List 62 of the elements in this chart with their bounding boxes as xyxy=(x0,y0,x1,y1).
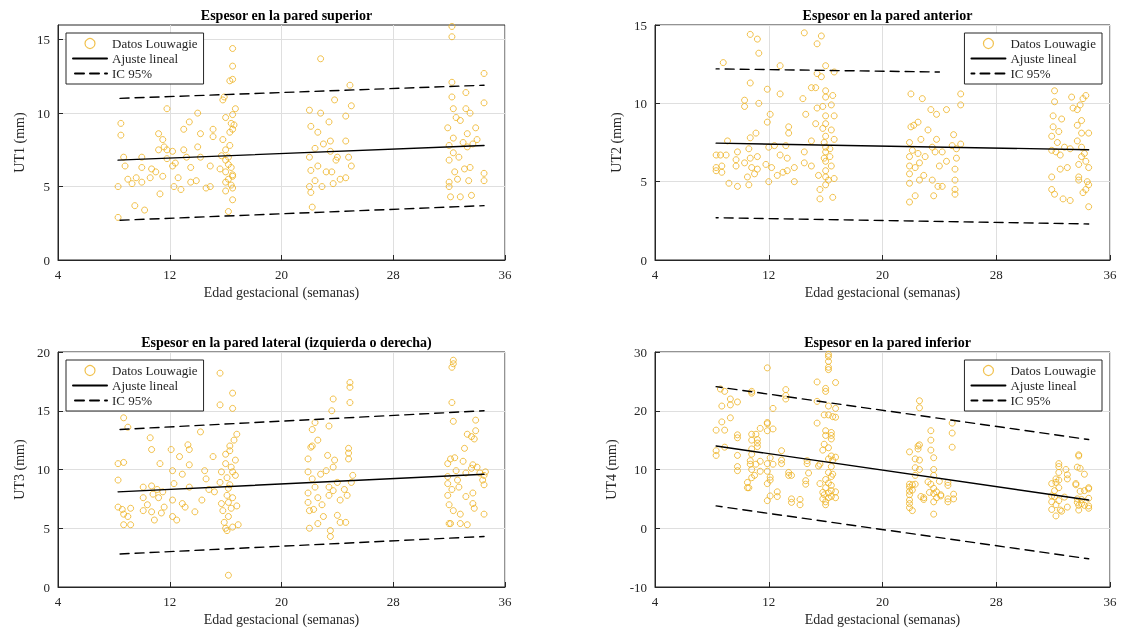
legend-label: Ajuste lineal xyxy=(112,51,179,66)
legend-label: IC 95% xyxy=(1010,66,1051,81)
x-tick-label: 20 xyxy=(876,594,889,609)
x-tick-label: 36 xyxy=(498,267,512,282)
y-tick-label: 15 xyxy=(37,403,50,419)
x-tick-label: 4 xyxy=(54,267,62,282)
x-tick-label: 12 xyxy=(163,267,177,282)
x-axis-title: Edad gestacional (semanas) xyxy=(804,612,961,629)
chart-title: Espesor en la pared anterior xyxy=(802,7,973,23)
x-tick-label: 28 xyxy=(989,594,1003,609)
y-tick-label: 15 xyxy=(634,17,647,33)
legend-label: Datos Louwagie xyxy=(1010,363,1097,378)
x-tick-label: 4 xyxy=(54,594,62,609)
chart-title: Espesor en la pared lateral (izquierda o derecha) xyxy=(141,334,433,351)
legend-label: Datos Louwagie xyxy=(112,36,198,51)
y-tick-label: 10 xyxy=(634,462,647,477)
y-tick-label: 0 xyxy=(640,520,647,536)
y-tick-label: 0 xyxy=(640,252,647,268)
y-tick-label: 5 xyxy=(43,179,50,195)
y-tick-label: 10 xyxy=(37,105,50,121)
x-axis-title: Edad gestacional (semanas) xyxy=(804,285,961,302)
x-tick-label: 20 xyxy=(275,267,288,282)
legend-label: IC 95% xyxy=(112,393,153,408)
x-axis-title: Edad gestacional (semanas) xyxy=(203,612,360,629)
y-tick-label: 5 xyxy=(640,174,647,190)
x-tick-label: 12 xyxy=(762,594,776,609)
y-tick-label: 20 xyxy=(37,344,50,360)
y-tick-label: 10 xyxy=(37,462,50,477)
legend-label: IC 95% xyxy=(112,66,153,81)
x-tick-label: 12 xyxy=(163,594,177,609)
y-axis-title: UT4 (mm) xyxy=(604,439,621,500)
y-tick-label: 30 xyxy=(634,344,647,360)
y-tick-label: 0 xyxy=(43,252,50,268)
x-tick-label: 20 xyxy=(876,267,889,282)
legend-label: Datos Louwagie xyxy=(112,363,198,378)
legend-label: Ajuste lineal xyxy=(112,378,179,393)
x-tick-label: 36 xyxy=(498,594,512,609)
y-axis-title: UT3 (mm) xyxy=(11,439,28,500)
legend-label: IC 95% xyxy=(1010,393,1051,408)
x-tick-label: 28 xyxy=(386,594,400,609)
y-tick-label: 5 xyxy=(43,520,50,536)
x-tick-label: 36 xyxy=(1103,267,1117,282)
y-tick-label: -10 xyxy=(629,579,647,595)
x-axis-title: Edad gestacional (semanas) xyxy=(203,285,360,302)
x-tick-label: 28 xyxy=(989,267,1003,282)
legend-label: Datos Louwagie xyxy=(1010,36,1097,51)
x-tick-label: 28 xyxy=(386,267,400,282)
x-tick-label: 36 xyxy=(1103,594,1117,609)
legend-label: Ajuste lineal xyxy=(1010,378,1077,393)
y-tick-label: 20 xyxy=(634,403,647,419)
y-axis-title: UT2 (mm) xyxy=(608,112,625,173)
y-tick-label: 0 xyxy=(43,579,50,595)
x-tick-label: 4 xyxy=(651,594,659,609)
legend-label: Ajuste lineal xyxy=(1010,51,1077,66)
x-tick-label: 20 xyxy=(275,594,288,609)
y-axis-title: UT1 (mm) xyxy=(11,112,28,173)
chart-title: Espesor en la pared superior xyxy=(200,7,373,23)
y-tick-label: 10 xyxy=(634,95,647,111)
x-tick-label: 4 xyxy=(651,267,659,282)
x-tick-label: 12 xyxy=(762,267,776,282)
chart-title: Espesor en la pared inferior xyxy=(804,334,971,350)
y-tick-label: 15 xyxy=(37,32,50,48)
